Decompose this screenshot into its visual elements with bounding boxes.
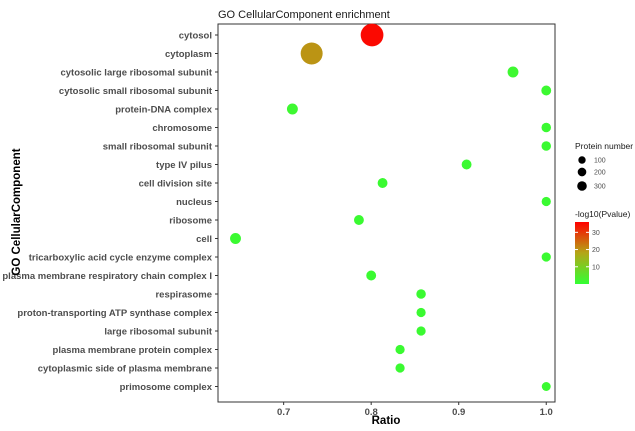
x-axis-title: Ratio — [372, 415, 401, 427]
y-tick-label: primosome complex — [120, 382, 213, 393]
chart-title: GO CellularComponent enrichment — [218, 9, 390, 21]
color-legend: -log10(Pvalue) 10 20 30 — [575, 209, 630, 284]
size-legend-dot — [577, 181, 587, 191]
x-tick-label: 0.8 — [365, 407, 378, 418]
size-legend-label: 100 — [594, 158, 606, 165]
y-axis: cytosol cytoplasm cytosolic large ribosoma… — [2, 30, 218, 393]
data-point — [541, 382, 551, 391]
size-legend-title: Protein number — [575, 141, 633, 151]
x-tick-label: 0.7 — [277, 407, 290, 418]
y-tick-label: small ribosomal subunit — [103, 141, 213, 152]
data-point — [377, 178, 388, 188]
color-legend-label: 10 — [592, 264, 600, 271]
y-tick-label: cytosolic large ribosomal subunit — [60, 67, 212, 78]
y-tick-label: protein-DNA complex — [115, 104, 212, 115]
y-tick-label: plasma membrane protein complex — [53, 345, 213, 356]
data-point — [230, 233, 241, 244]
y-tick-label: respirasome — [155, 289, 212, 300]
data-point — [541, 141, 552, 151]
size-legend-dot — [578, 156, 586, 164]
color-legend-bar — [575, 222, 589, 284]
x-axis: 0.7 0.8 0.9 1.0 — [277, 402, 553, 418]
x-tick-label: 1.0 — [540, 407, 553, 418]
data-point — [461, 159, 472, 170]
size-legend: Protein number 100 200 300 — [575, 141, 633, 191]
y-tick-label: cell division site — [139, 178, 212, 189]
data-point — [300, 42, 323, 65]
size-legend-label: 300 — [594, 184, 606, 191]
y-tick-label: type IV pilus — [156, 160, 212, 171]
size-legend-dot — [577, 167, 587, 177]
data-point — [541, 85, 552, 96]
y-tick-label: nucleus — [176, 197, 212, 208]
data-points — [230, 23, 552, 391]
x-tick-label: 0.9 — [452, 407, 465, 418]
data-point — [416, 289, 426, 299]
data-point — [395, 344, 405, 355]
size-legend-label: 200 — [594, 170, 606, 177]
data-point — [507, 66, 519, 78]
data-point — [353, 215, 364, 225]
y-tick-label: cytosol — [179, 30, 212, 41]
y-tick-label: cytoplasm — [165, 49, 212, 60]
y-tick-label: cell — [196, 234, 212, 245]
y-tick-label: chromosome — [152, 123, 212, 134]
data-point — [286, 103, 298, 115]
data-point — [360, 23, 384, 47]
y-tick-label: cytoplasmic side of plasma membrane — [38, 363, 212, 374]
y-tick-label: ribosome — [169, 215, 212, 226]
color-legend-title: -log10(Pvalue) — [575, 209, 630, 219]
y-tick-label: tricarboxylic acid cycle enzyme complex — [29, 252, 213, 263]
y-axis-title: GO CellularComponent — [11, 148, 23, 275]
plot-panel — [217, 23, 556, 403]
data-point — [541, 122, 552, 133]
y-tick-label: proton-transporting ATP synthase complex — [17, 308, 212, 319]
data-point — [541, 196, 551, 207]
y-tick-label: large ribosomal subunit — [104, 326, 213, 337]
data-point — [541, 252, 551, 262]
color-legend-label: 30 — [592, 230, 600, 237]
y-tick-label: cytosolic small ribosomal subunit — [59, 86, 213, 97]
color-legend-label: 20 — [592, 247, 600, 254]
data-point — [366, 270, 377, 281]
y-tick-label: plasma membrane respiratory chain comple… — [2, 271, 212, 282]
data-point — [416, 307, 426, 318]
data-point — [395, 363, 405, 373]
data-point — [416, 326, 426, 336]
